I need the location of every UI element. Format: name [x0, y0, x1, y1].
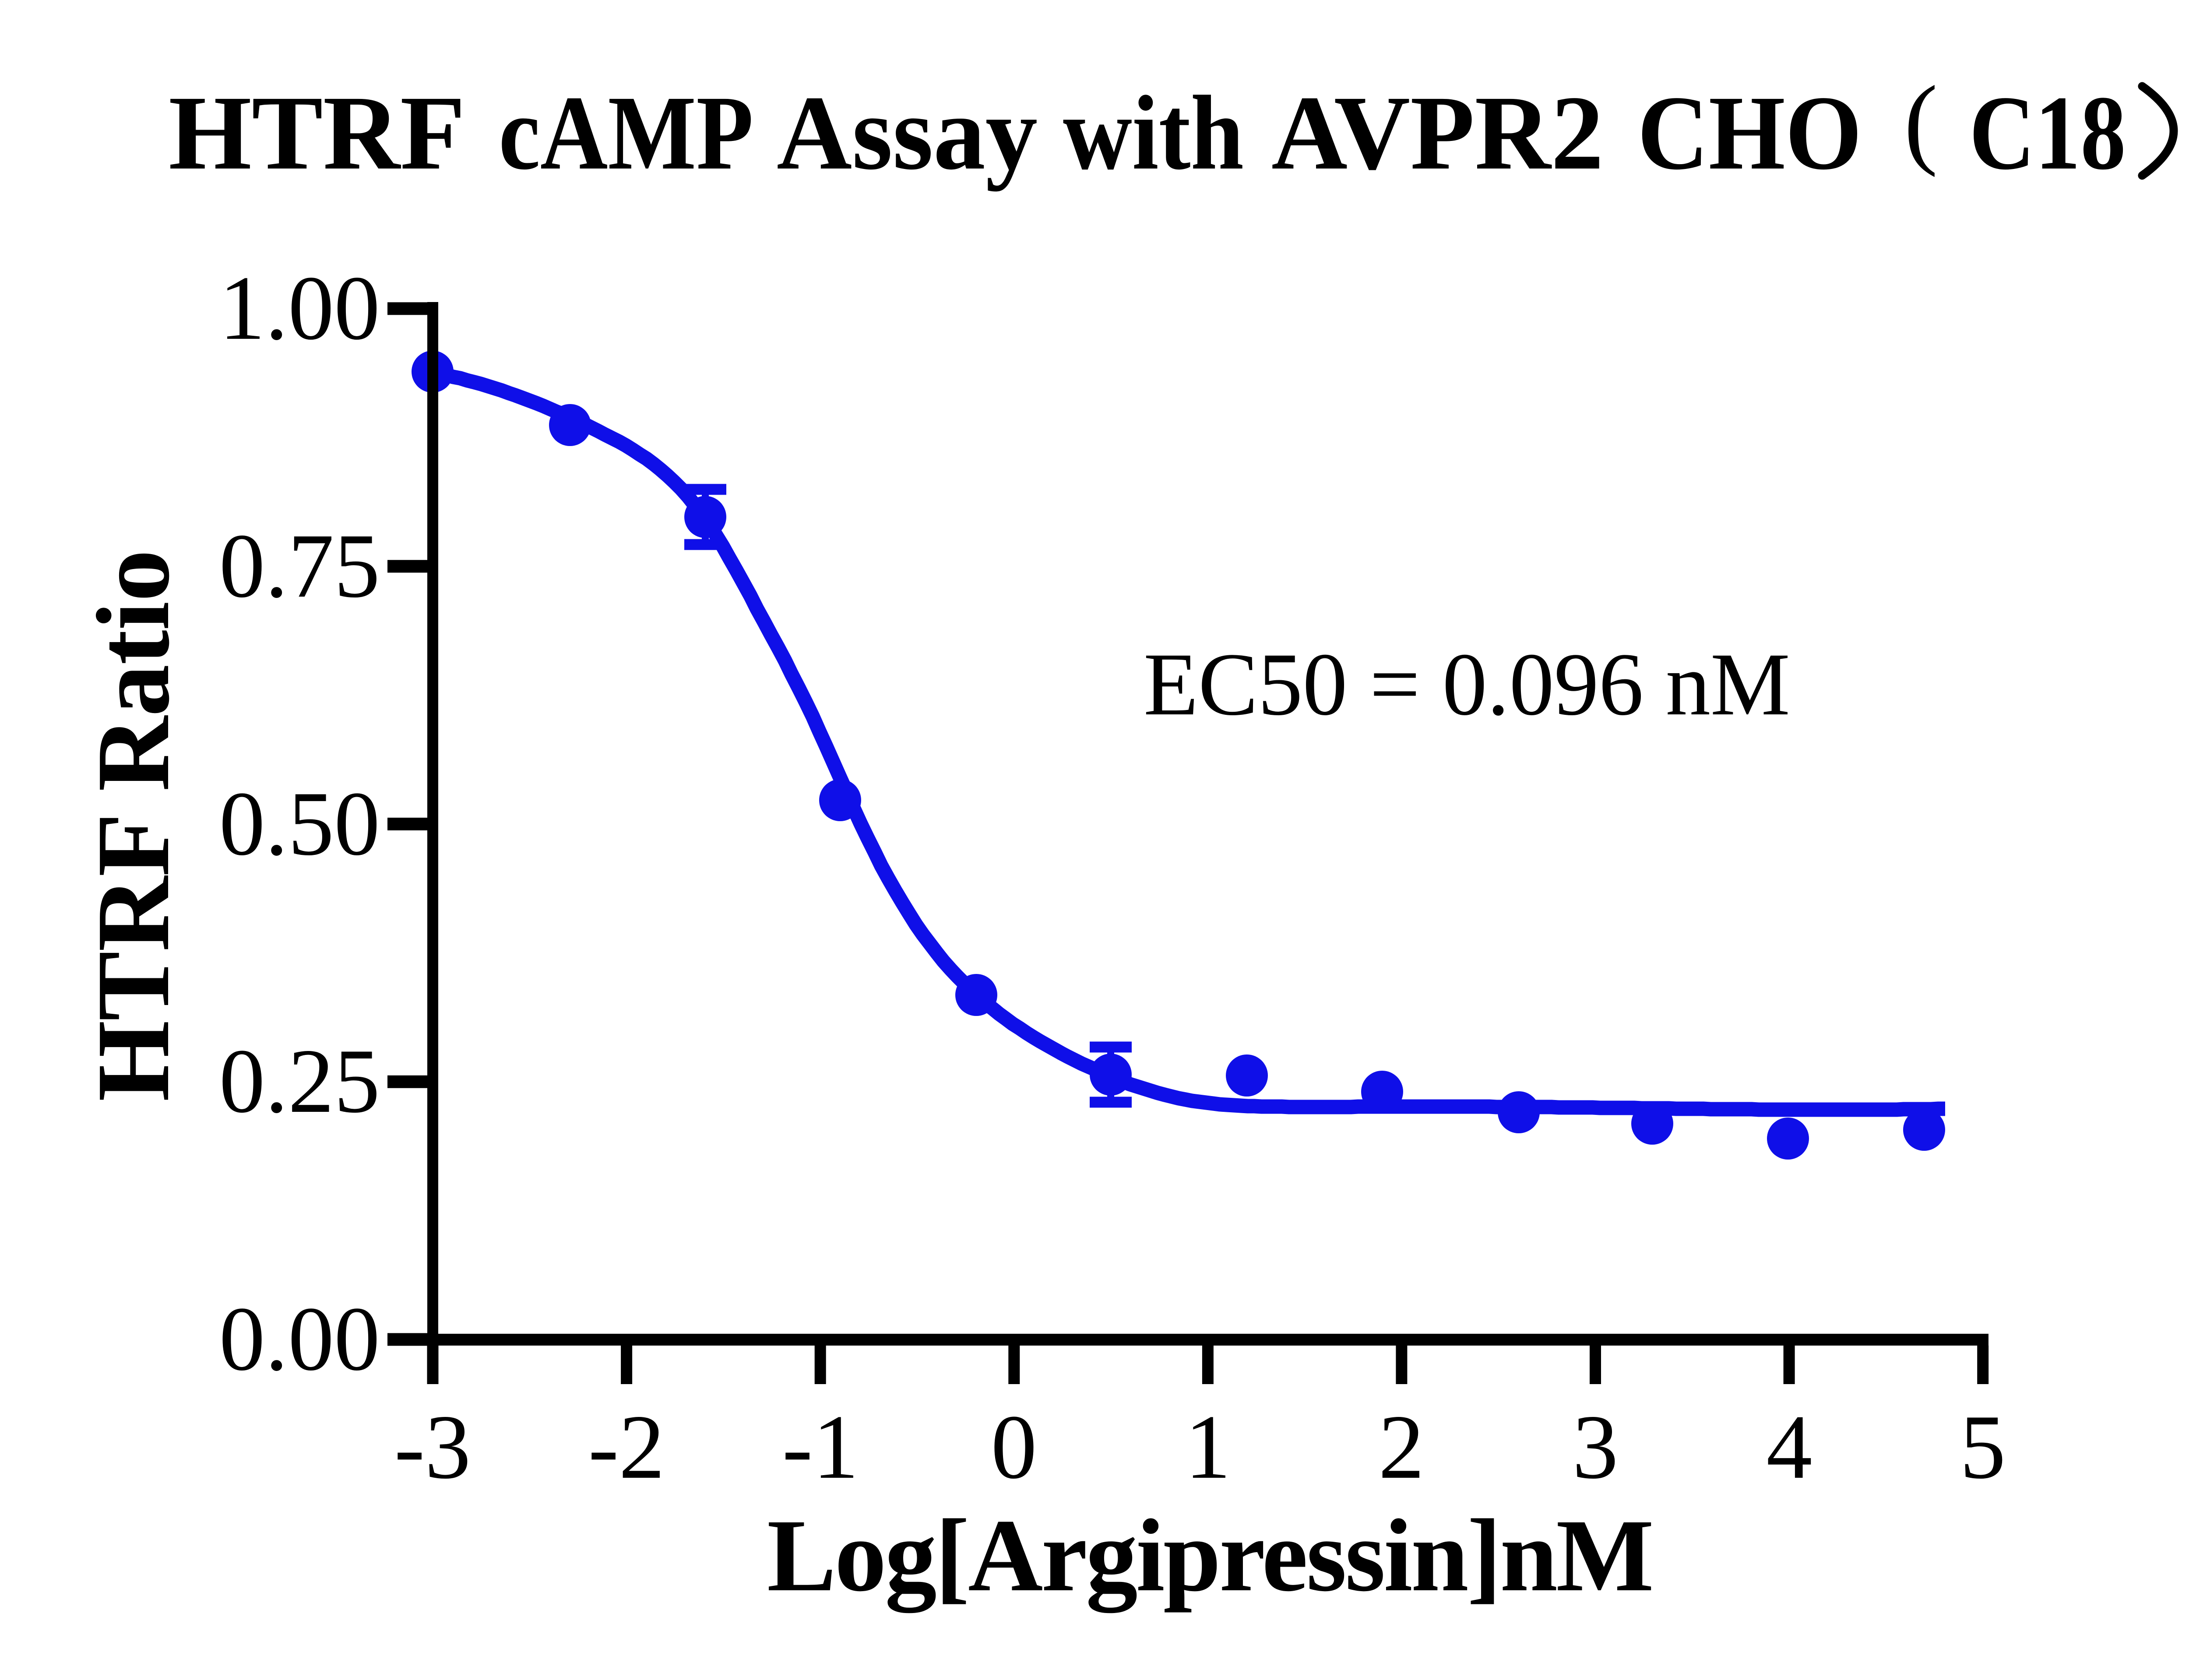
- svg-text:0.50: 0.50: [219, 773, 380, 875]
- svg-text:HTRF: HTRF: [169, 74, 465, 192]
- svg-text:EC50 = 0.096 nM: EC50 = 0.096 nM: [1144, 635, 1790, 734]
- svg-text:5: 5: [1960, 1396, 2006, 1498]
- svg-text:3: 3: [1573, 1396, 1619, 1498]
- svg-text:0.00: 0.00: [219, 1288, 380, 1390]
- svg-text:HTRF Ratio: HTRF Ratio: [76, 550, 191, 1102]
- svg-text:-3: -3: [394, 1396, 471, 1498]
- svg-text:4: 4: [1767, 1396, 1812, 1498]
- svg-text:1: 1: [1185, 1396, 1231, 1498]
- svg-text:CHO: CHO: [1637, 74, 1862, 192]
- svg-text:1.00: 1.00: [219, 257, 380, 359]
- svg-text:Log[Argipressin]nM: Log[Argipressin]nM: [767, 1498, 1654, 1613]
- svg-text:(: (: [1904, 65, 1938, 178]
- svg-text:Assay: Assay: [777, 74, 1038, 192]
- svg-text:-2: -2: [588, 1396, 665, 1498]
- svg-text:0.75: 0.75: [219, 515, 380, 617]
- svg-text:2: 2: [1379, 1396, 1425, 1498]
- svg-text:cAMP: cAMP: [499, 74, 753, 192]
- svg-text:0: 0: [991, 1396, 1037, 1498]
- svg-text:-1: -1: [782, 1396, 859, 1498]
- svg-text:C18: C18: [1969, 74, 2126, 192]
- svg-text:AVPR2: AVPR2: [1271, 74, 1604, 192]
- svg-text:0.25: 0.25: [219, 1030, 380, 1132]
- svg-text:with: with: [1063, 74, 1244, 192]
